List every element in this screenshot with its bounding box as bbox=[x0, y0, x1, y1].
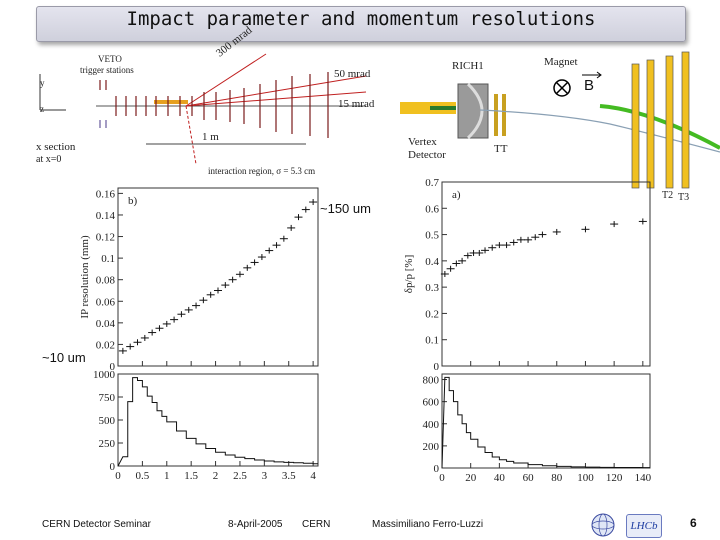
title-bar bbox=[36, 6, 686, 42]
page-number: 6 bbox=[690, 516, 697, 530]
y-tick-label: 800 bbox=[423, 375, 440, 387]
y-tick-label: 0.08 bbox=[96, 275, 116, 287]
y-tick-label: 0 bbox=[110, 361, 116, 373]
interaction-label: interaction region, σ = 5.3 cm bbox=[208, 166, 316, 176]
y-tick-label: 200 bbox=[423, 441, 440, 453]
footer-seminar: CERN Detector Seminar bbox=[42, 519, 151, 530]
trigger-label: trigger stations bbox=[80, 65, 134, 75]
angle-50-label: 50 mrad bbox=[334, 68, 371, 80]
x-section-label: x section bbox=[36, 141, 76, 153]
x-tick-label: 100 bbox=[577, 472, 594, 484]
t2-label: T2 bbox=[662, 190, 674, 201]
x-tick-label: 80 bbox=[551, 472, 563, 484]
green-track bbox=[599, 104, 720, 150]
interaction-region bbox=[154, 100, 188, 104]
panel-label: a) bbox=[452, 189, 461, 201]
y-tick-label: 0.14 bbox=[96, 210, 116, 222]
high-res-annotation: ~150 um bbox=[320, 201, 371, 216]
globe-logo bbox=[591, 513, 615, 537]
b-field-label: B bbox=[584, 77, 595, 94]
momentum-resolution-chart: 00.10.20.30.40.50.60.7a)δp/p [%]02004006… bbox=[403, 177, 652, 484]
x-tick-label: 2.5 bbox=[233, 470, 247, 482]
x-tick-label: 4 bbox=[310, 470, 316, 482]
y-tick-label: 500 bbox=[99, 415, 116, 427]
x-tick-label: 0 bbox=[115, 470, 121, 482]
plot-frame bbox=[117, 187, 319, 367]
tt-label: TT bbox=[494, 143, 508, 155]
histogram-bar bbox=[117, 377, 318, 467]
x-tick-label: 0.5 bbox=[136, 470, 150, 482]
x-tick-label: 1.5 bbox=[184, 470, 198, 482]
detector-side-view bbox=[39, 53, 367, 165]
y-tick-label: 1000 bbox=[93, 369, 116, 381]
veto-label: VETO bbox=[98, 54, 122, 64]
panel-label: b) bbox=[128, 195, 138, 207]
y-tick-label: 0 bbox=[434, 463, 440, 475]
footer-org: CERN bbox=[302, 519, 331, 530]
y-tick-label: 750 bbox=[99, 392, 116, 404]
y-tick-label: 0.16 bbox=[96, 188, 116, 200]
x-tick-label: 3 bbox=[262, 470, 268, 482]
tt-station-a bbox=[494, 94, 498, 136]
x-tick-label: 20 bbox=[465, 472, 477, 484]
x-tick-label: 60 bbox=[523, 472, 535, 484]
y-tick-label: 0.12 bbox=[96, 232, 115, 244]
y-tick-label: 0.06 bbox=[96, 296, 116, 308]
x-tick-label: 120 bbox=[606, 472, 623, 484]
x-tick-label: 140 bbox=[635, 472, 652, 484]
y-tick-label: 0.3 bbox=[425, 282, 439, 294]
acceptance-300-line bbox=[185, 53, 267, 107]
footer-speaker: Massimiliano Ferro-Luzzi bbox=[372, 519, 484, 530]
pileup-stations bbox=[99, 120, 107, 128]
lhcb-logo: LHCb bbox=[626, 514, 662, 538]
velo-yellow-bar bbox=[400, 102, 456, 114]
plot-frame bbox=[441, 181, 651, 367]
detector-top-view bbox=[400, 51, 720, 189]
y-tick-label: 0.02 bbox=[96, 339, 115, 351]
x-tick-label: 0 bbox=[439, 472, 445, 484]
y-tick-label: 0.2 bbox=[425, 308, 439, 320]
velo-green-strip bbox=[430, 106, 456, 110]
footer-date: 8-April-2005 bbox=[228, 519, 283, 530]
detector-label: Detector bbox=[408, 149, 446, 161]
interaction-pointer bbox=[185, 105, 197, 165]
x-tick-label: 1 bbox=[164, 470, 170, 482]
t3-label: T3 bbox=[678, 192, 690, 203]
y-tick-label: 0.6 bbox=[425, 203, 439, 215]
x-tick-label: 3.5 bbox=[282, 470, 296, 482]
histogram-bar bbox=[441, 376, 650, 469]
angle-15-label: 15 mrad bbox=[338, 98, 375, 110]
scale-label: 1 m bbox=[202, 131, 219, 143]
y-tick-label: 600 bbox=[423, 397, 440, 409]
x-section-sub: at x=0 bbox=[36, 154, 62, 165]
y-tick-label: 0 bbox=[434, 361, 440, 373]
ip-resolution-chart: 0 0.02 0.04 0.06 0.08 0.1 0.12 0.14 0.16 b) IP res… bbox=[79, 187, 319, 482]
y-tick-label: 400 bbox=[423, 419, 440, 431]
x-tick-label: 2 bbox=[213, 470, 219, 482]
slide-title: Impact parameter and momentum resolution… bbox=[126, 8, 596, 30]
y-tick-label: 0.5 bbox=[425, 230, 439, 242]
y-tick-label: 0 bbox=[110, 461, 116, 473]
y-tick-label: 0.7 bbox=[425, 177, 439, 189]
rich1-mirror bbox=[466, 82, 484, 140]
axis-y-label: y bbox=[40, 78, 45, 88]
axis-z-label: z bbox=[40, 104, 44, 114]
magnet-label: Magnet bbox=[544, 56, 578, 68]
y-tick-label: 0.4 bbox=[425, 256, 439, 268]
rich1-label: RICH1 bbox=[452, 60, 484, 72]
y-tick-label: 0.1 bbox=[425, 335, 439, 347]
y-tick-label: 0.04 bbox=[96, 318, 116, 330]
y-tick-label: 0.1 bbox=[101, 253, 115, 265]
plot-frame bbox=[441, 373, 651, 469]
vertex-label: Vertex bbox=[408, 136, 437, 148]
x-tick-label: 40 bbox=[494, 472, 506, 484]
y-tick-label: 250 bbox=[99, 438, 116, 450]
tt-station-b bbox=[502, 94, 506, 136]
y-axis-label: δp/p [%] bbox=[403, 255, 415, 293]
low-res-annotation: ~10 um bbox=[42, 350, 86, 365]
y-axis-label: IP resolution (mm) bbox=[79, 235, 91, 319]
vertex-stations bbox=[99, 72, 329, 138]
